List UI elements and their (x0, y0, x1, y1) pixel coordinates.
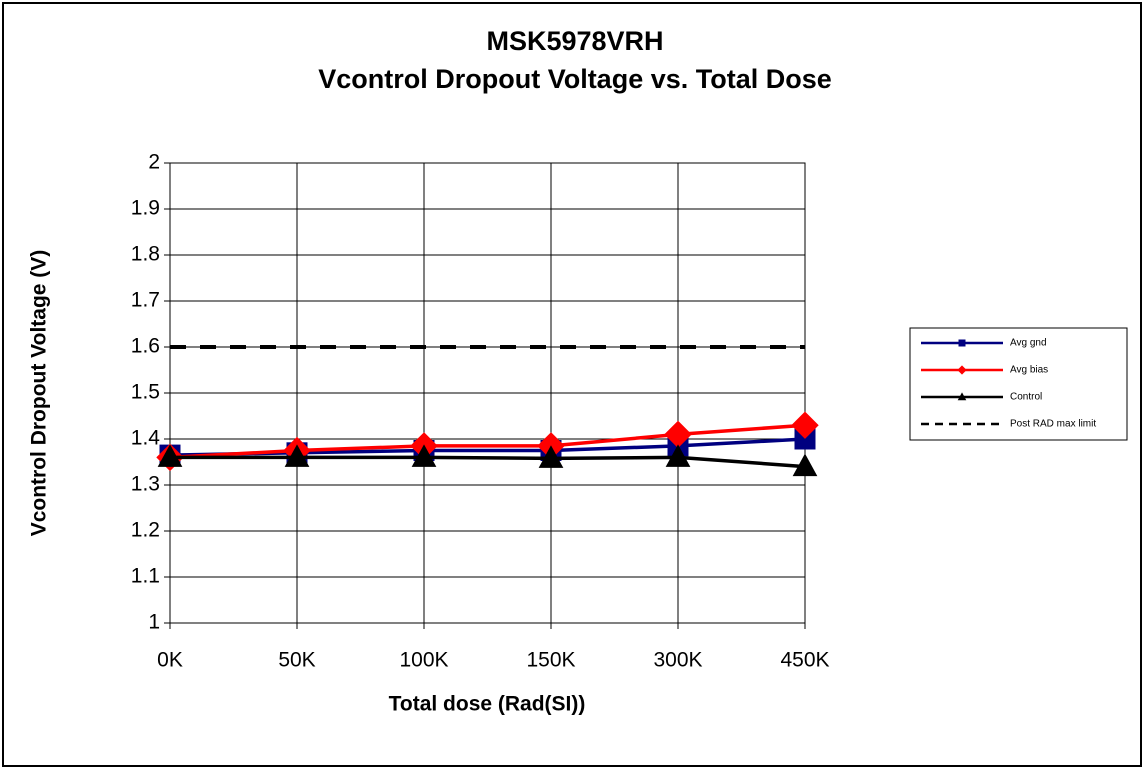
data-point (284, 444, 310, 467)
legend-label: Control (1010, 392, 1042, 403)
chart-title: MSK5978VRH (486, 26, 663, 56)
x-tick-label: 100K (399, 649, 448, 672)
legend-label: Avg gnd (1010, 338, 1047, 349)
data-point (538, 445, 564, 468)
y-tick-label: 1.4 (131, 427, 161, 450)
y-tick-label: 1.2 (131, 519, 160, 542)
y-tick-label: 1.3 (131, 473, 160, 496)
data-point (791, 411, 819, 439)
legend-marker (957, 365, 967, 375)
legend-marker (958, 339, 966, 347)
x-tick-label: 0K (157, 649, 183, 672)
y-tick-label: 1.1 (131, 565, 160, 588)
legend-box (909, 327, 1128, 441)
data-point (792, 453, 818, 477)
chart-subtitle: Vcontrol Dropout Voltage vs. Total Dose (318, 64, 832, 94)
legend-label: Post RAD max limit (1010, 419, 1096, 430)
y-tick-label: 1.5 (131, 381, 160, 404)
y-tick-label: 2 (148, 151, 160, 174)
y-tick-label: 1.7 (131, 289, 160, 312)
x-tick-label: 150K (526, 649, 575, 672)
y-tick-label: 1.8 (131, 243, 160, 266)
y-tick-label: 1.6 (131, 335, 160, 358)
x-tick-label: 450K (780, 649, 829, 672)
series-line (169, 423, 806, 460)
x-axis-title: Total dose (Rad(SI)) (389, 693, 586, 716)
x-tick-label: 50K (278, 649, 315, 672)
series-line (170, 455, 806, 469)
data-point (665, 444, 691, 467)
y-axis-title: Vcontrol Dropout Voltage (V) (28, 250, 51, 537)
legend-marker (957, 392, 967, 401)
y-tick-label: 1.9 (131, 197, 160, 220)
x-tick-label: 300K (653, 649, 702, 672)
data-point (157, 444, 183, 467)
legend-label: Avg bias (1010, 365, 1048, 376)
y-tick-label: 1 (148, 611, 160, 634)
data-point (411, 444, 437, 467)
